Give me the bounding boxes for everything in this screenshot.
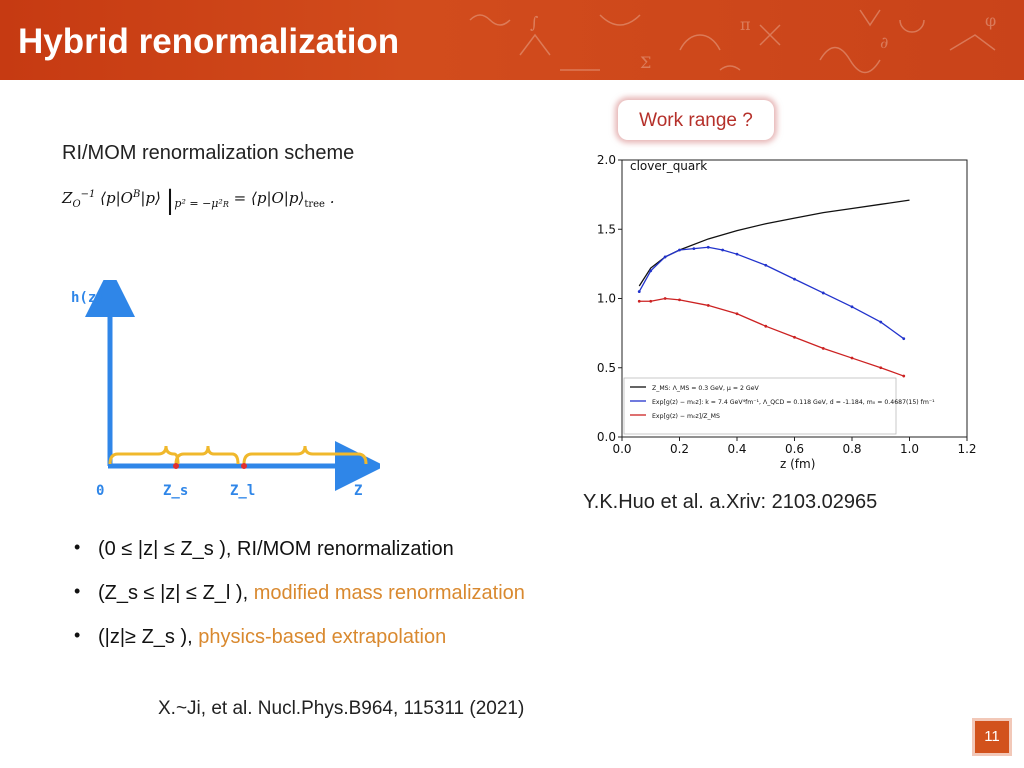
bullet-item: • (Z_s ≤ |z| ≤ Z_l ), modified mass renor… bbox=[74, 581, 525, 626]
hz-y-label: h(z) bbox=[71, 290, 105, 306]
series-3-point bbox=[764, 324, 768, 328]
eq-lhs-sup: −1 bbox=[80, 189, 96, 200]
x-tick-label: 0.6 bbox=[785, 442, 804, 456]
x-tick-label: 0.8 bbox=[842, 442, 861, 456]
hz-mark-zl bbox=[241, 463, 247, 469]
svg-text:∫: ∫ bbox=[530, 13, 538, 32]
y-tick-label: 2.0 bbox=[597, 153, 616, 167]
hz-tick-0: 0 bbox=[96, 483, 104, 499]
bullet-item: • (0 ≤ |z| ≤ Z_s ), RI/MOM renormalizatio… bbox=[74, 537, 525, 582]
series-3-point bbox=[637, 299, 641, 303]
chart-x-axis-label: z (fm) bbox=[780, 457, 815, 471]
slide-header: ∫ Σ π ∂ φ Hybrid renormalization bbox=[0, 0, 1024, 80]
bullet-text: (Z_s ≤ |z| ≤ Z_l ), bbox=[98, 582, 254, 604]
bullet-item: • (|z|≥ Z_s ), physics-based extrapolatio… bbox=[74, 625, 525, 670]
svg-text:Σ: Σ bbox=[640, 53, 651, 72]
bullet-dot-icon: • bbox=[74, 581, 81, 601]
series-3-point bbox=[879, 366, 883, 370]
series-2-point bbox=[706, 245, 710, 249]
work-range-badge: Work range ? bbox=[618, 100, 774, 140]
page-number: 11 bbox=[972, 718, 1012, 756]
series-2-point bbox=[649, 269, 653, 273]
legend-entry-3: Exp[g(z) − m₀z]/Z_MS bbox=[652, 413, 720, 420]
series-2-point bbox=[637, 290, 641, 293]
bullet-highlight: modified mass renormalization bbox=[253, 582, 525, 604]
series-2-point bbox=[902, 337, 906, 341]
series-2-point bbox=[663, 255, 667, 259]
x-tick-label: 0.2 bbox=[670, 442, 689, 456]
x-tick-label: 0.0 bbox=[612, 442, 631, 456]
legend-entry-2: Exp[g(z) − m₀z]: k = 7.4 GeV⁴fm⁻¹, Λ_QCD… bbox=[652, 399, 935, 406]
y-tick-label: 1.0 bbox=[597, 292, 616, 306]
series-2-point bbox=[879, 320, 883, 324]
hz-diagram: h(z) 0 Z_s Z_l Z bbox=[71, 280, 380, 499]
eq-lhs-sub: O bbox=[72, 199, 81, 210]
y-tick-label: 0.5 bbox=[597, 361, 616, 375]
hz-tick-zl: Z_l bbox=[230, 483, 255, 499]
eq-end: . bbox=[329, 189, 335, 207]
eq-condition-sub: R bbox=[222, 200, 229, 209]
eq-condition: p² = −μ² bbox=[174, 197, 223, 210]
series-2-point bbox=[721, 248, 725, 252]
bullet-dot-icon: • bbox=[74, 537, 81, 557]
legend-entry-1: Z_MS: Λ_MS = 0.3 GeV, μ = 2 GeV bbox=[652, 385, 759, 392]
series-3-point bbox=[902, 374, 906, 378]
hz-brace-3 bbox=[242, 445, 368, 465]
svg-text:φ: φ bbox=[985, 11, 996, 30]
eq-bracket: ⟨p|O bbox=[100, 189, 133, 207]
series-3-point bbox=[821, 346, 825, 350]
hz-brace-1 bbox=[108, 445, 180, 465]
hz-tick-zs: Z_s bbox=[163, 483, 188, 499]
clover-quark-chart: clover_quark z (fm) 0.0 0.2 0.4 0.6 0.8 1.0 1.… bbox=[597, 153, 977, 471]
bullet-list: • (0 ≤ |z| ≤ Z_s ), RI/MOM renormalizatio… bbox=[74, 537, 525, 670]
x-tick-label: 1.2 bbox=[957, 442, 976, 456]
eq-evaluation-bar: | bbox=[165, 186, 175, 216]
series-2-point bbox=[850, 305, 854, 309]
slide-title: Hybrid renormalization bbox=[18, 22, 400, 61]
bullet-dot-icon: • bbox=[74, 625, 81, 645]
hz-brace-2 bbox=[174, 445, 240, 465]
hz-mark-zs bbox=[173, 463, 179, 469]
series-3-point bbox=[735, 312, 739, 316]
series-line-3 bbox=[639, 297, 904, 377]
series-3-point bbox=[793, 335, 796, 339]
y-tick-label: 1.5 bbox=[597, 222, 616, 236]
eq-rhs-sub: tree bbox=[304, 199, 325, 210]
citation-huo: Y.K.Huo et al. a.Xriv: 2103.02965 bbox=[583, 491, 878, 513]
chart-title: clover_quark bbox=[630, 159, 707, 173]
series-line-2 bbox=[638, 246, 905, 340]
eq-bracket-end: |p⟩ bbox=[140, 189, 161, 207]
ri-mom-equation: ZO−1 ⟨p|OB|p⟩ |p² = −μ²R = ⟨p|O|p⟩tree . bbox=[62, 186, 335, 216]
series-2-point bbox=[821, 291, 825, 295]
header-pattern: ∫ Σ π ∂ φ bbox=[469, 9, 996, 74]
legend-box bbox=[623, 377, 897, 435]
series-3-point bbox=[649, 299, 653, 303]
series-3-point bbox=[706, 304, 710, 307]
bullet-highlight: physics-based extrapolation bbox=[198, 626, 447, 648]
x-tick-label: 0.4 bbox=[727, 442, 746, 456]
eq-lhs: Z bbox=[62, 189, 73, 207]
series-2-point bbox=[735, 252, 739, 256]
bullet-text: (0 ≤ |z| ≤ Z_s ), RI/MOM renormalization bbox=[98, 538, 454, 560]
series-3-point bbox=[850, 356, 854, 360]
scheme-label: RI/MOM renormalization scheme bbox=[62, 142, 355, 164]
series-3-point bbox=[678, 298, 681, 302]
series-2-point bbox=[678, 248, 681, 252]
series-3-point bbox=[663, 297, 667, 300]
bullet-text: (|z|≥ Z_s ), bbox=[98, 626, 199, 648]
series-2-point bbox=[793, 277, 796, 281]
citation-ji: X.~Ji, et al. Nucl.Phys.B964, 115311 (20… bbox=[158, 698, 525, 719]
x-tick-label: 1.0 bbox=[900, 442, 919, 456]
svg-text:π: π bbox=[740, 15, 751, 34]
y-tick-label: 0.0 bbox=[597, 430, 616, 444]
chart-legend: Z_MS: Λ_MS = 0.3 GeV, μ = 2 GeV Exp[g(z) … bbox=[623, 377, 935, 435]
eq-rhs: = ⟨p|O|p⟩ bbox=[233, 189, 305, 207]
eq-bracket-sup: B bbox=[132, 189, 141, 200]
series-2-point bbox=[692, 247, 696, 251]
series-2-point bbox=[764, 263, 768, 267]
hz-tick-z: Z bbox=[354, 483, 362, 499]
svg-text:∂: ∂ bbox=[880, 33, 888, 52]
